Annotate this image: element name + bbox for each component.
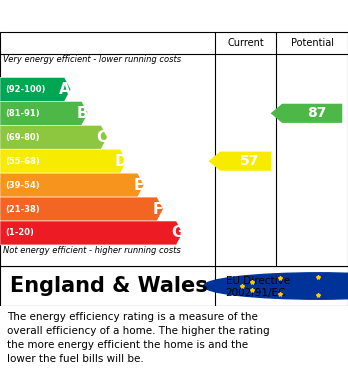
Text: (92-100): (92-100) <box>5 85 46 94</box>
Text: (55-68): (55-68) <box>5 157 40 166</box>
Text: (21-38): (21-38) <box>5 204 40 213</box>
Text: B: B <box>77 106 88 121</box>
Text: D: D <box>115 154 127 169</box>
Text: (1-20): (1-20) <box>5 228 34 237</box>
Text: C: C <box>96 130 107 145</box>
Polygon shape <box>0 197 163 221</box>
Text: The energy efficiency rating is a measure of the
overall efficiency of a home. T: The energy efficiency rating is a measur… <box>7 312 270 364</box>
Text: England & Wales: England & Wales <box>10 276 208 296</box>
Text: F: F <box>152 201 163 217</box>
Polygon shape <box>0 101 88 125</box>
Text: A: A <box>60 82 71 97</box>
Text: 57: 57 <box>240 154 259 168</box>
Text: E: E <box>133 178 143 193</box>
Polygon shape <box>0 125 107 149</box>
Text: Potential: Potential <box>291 38 334 48</box>
Text: Not energy efficient - higher running costs: Not energy efficient - higher running co… <box>3 246 181 255</box>
Text: (69-80): (69-80) <box>5 133 40 142</box>
Text: EU Directive: EU Directive <box>226 276 290 286</box>
Polygon shape <box>0 77 71 101</box>
Text: G: G <box>171 226 183 240</box>
Polygon shape <box>0 149 127 173</box>
Circle shape <box>204 273 348 299</box>
Text: (39-54): (39-54) <box>5 181 40 190</box>
Polygon shape <box>0 173 144 197</box>
Text: (81-91): (81-91) <box>5 109 40 118</box>
Polygon shape <box>208 152 271 171</box>
Text: Current: Current <box>227 38 264 48</box>
Text: 2002/91/EC: 2002/91/EC <box>226 288 286 298</box>
Text: Energy Efficiency Rating: Energy Efficiency Rating <box>10 7 239 25</box>
Polygon shape <box>0 221 183 245</box>
Text: 87: 87 <box>307 106 326 120</box>
Polygon shape <box>271 104 342 123</box>
Text: Very energy efficient - lower running costs: Very energy efficient - lower running co… <box>3 55 182 64</box>
